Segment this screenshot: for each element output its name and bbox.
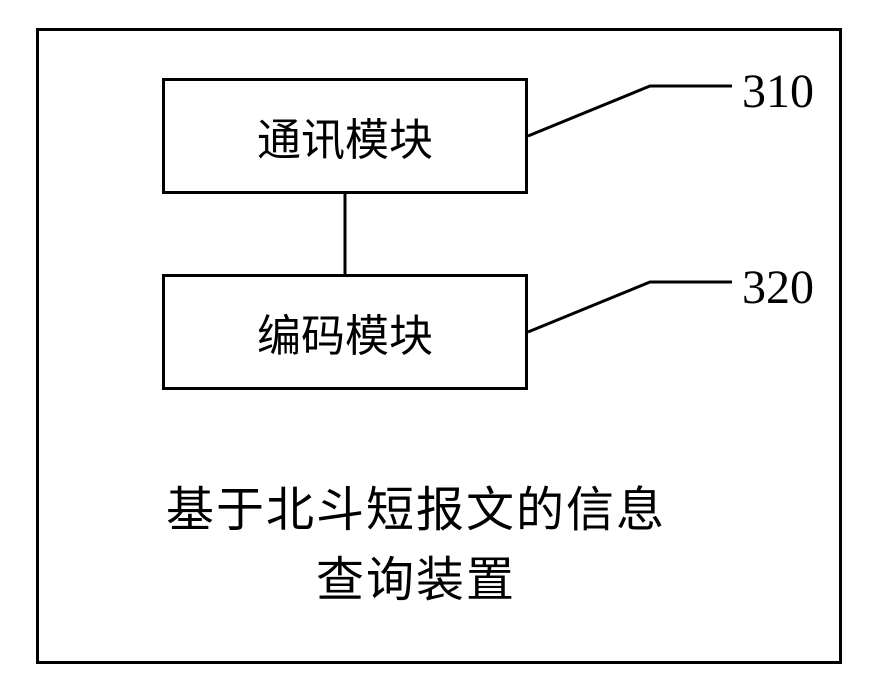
module-comm: 通讯模块: [162, 78, 528, 194]
caption-line2: 查询装置: [0, 540, 832, 610]
module-comm-ref: 310: [742, 64, 814, 119]
module-encode: 编码模块: [162, 274, 528, 390]
caption-line1: 基于北斗短报文的信息: [0, 470, 832, 540]
module-comm-label: 通讯模块: [257, 104, 433, 168]
module-encode-label: 编码模块: [257, 300, 433, 364]
diagram-canvas: 通讯模块 310 编码模块 320 基于北斗短报文的信息 查询装置: [0, 0, 877, 692]
module-encode-ref: 320: [742, 260, 814, 315]
